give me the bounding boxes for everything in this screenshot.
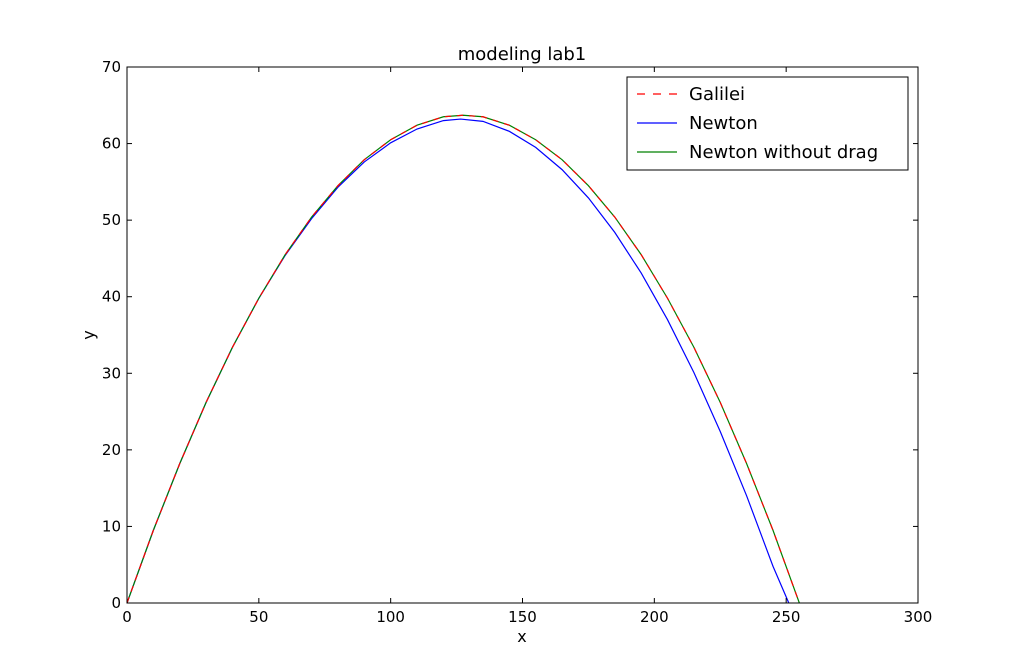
y-axis-label: y [79,330,98,339]
y-tick-label: 60 [102,135,121,153]
x-tick-label: 0 [122,608,132,626]
legend: Galilei Newton Newton without drag [626,76,909,171]
series-layer [127,114,800,603]
x-tick-label: 200 [640,608,669,626]
series-line-galilei [127,114,800,603]
legend-label: Newton without drag [689,142,878,163]
x-tick-label: 50 [249,608,268,626]
y-tick-label: 50 [102,211,121,229]
x-tick-label: 250 [772,608,801,626]
x-tick-label: 150 [508,608,537,626]
y-tick-label: 40 [102,288,121,306]
chart-title: modeling lab1 [458,44,587,65]
x-axis-label: x [517,627,526,646]
y-tick-label: 70 [102,58,121,76]
y-tick-label: 20 [102,441,121,459]
legend-label: Newton [689,113,758,134]
x-tick-label: 100 [376,608,405,626]
y-tick-label: 30 [102,364,121,382]
x-tick-label: 300 [904,608,933,626]
legend-label: Galilei [689,84,745,105]
y-tick-label: 10 [102,517,121,535]
y-tick-label: 0 [111,594,121,612]
ticks-layer: 0 50 100 150 200 250 300 0 10 20 30 40 50 60 70 [102,58,932,626]
